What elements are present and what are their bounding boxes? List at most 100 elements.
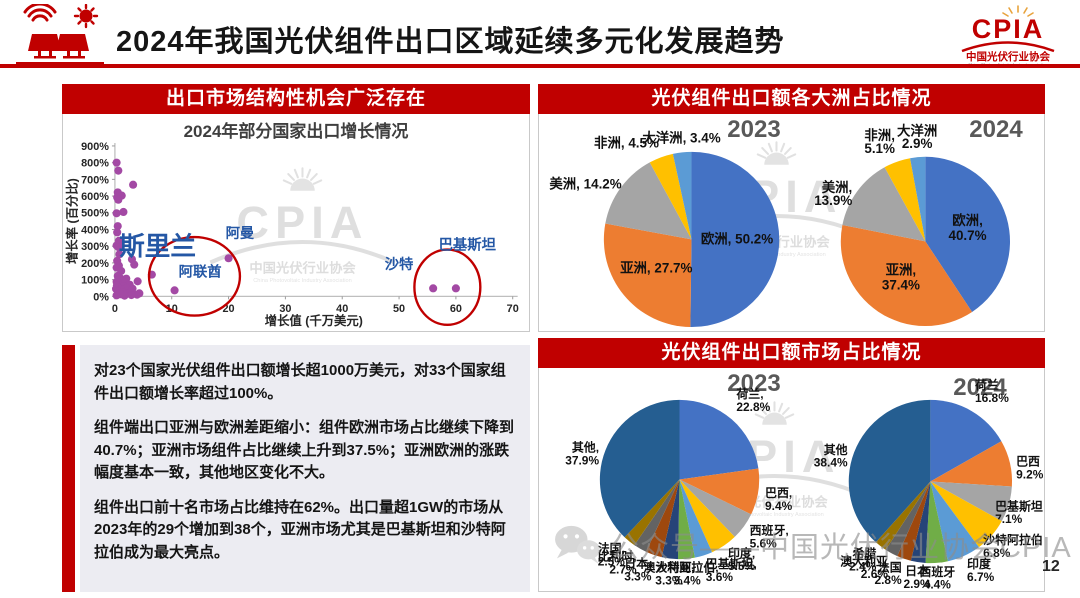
scatter-point xyxy=(113,228,122,237)
y-tick-label: 500% xyxy=(81,208,109,220)
market-pie-2023: 荷兰, 22.8% 巴西, 9.4% 西班牙, 5.6% 印度, 5.5% 巴基斯坦, 3.6% 沙… xyxy=(539,368,1046,591)
scatter-point xyxy=(114,166,123,175)
pie-slice-其他 xyxy=(599,399,680,538)
scatter-panel: 出口市场结构性机会广泛存在 CPIA 中国光伏行业协会 China Photovol… xyxy=(62,84,530,332)
pie-slice-西班牙 xyxy=(679,479,752,537)
header-divider xyxy=(0,64,1080,68)
country-label: 斯里兰 xyxy=(119,232,196,261)
pie-label-印度: 印度, 5.5% xyxy=(728,545,756,573)
pie-label-比利时: 比利时, 2.7% xyxy=(597,549,637,577)
y-tick-label: 100% xyxy=(81,275,109,287)
market-panel-header: 光伏组件出口额市场占比情况 xyxy=(538,338,1045,368)
market-panel: 光伏组件出口额市场占比情况 CPIA 中国光伏行业协会 China Photovol… xyxy=(538,338,1045,592)
scatter-point xyxy=(170,286,179,295)
pie-chart-svg: 荷兰, 22.8% 巴西, 9.4% 西班牙, 5.6%印度, 5.5%巴基斯坦, 3.6%沙… xyxy=(565,386,793,588)
scatter-point xyxy=(119,207,128,217)
continent-panel-header: 光伏组件出口额各大洲占比情况 xyxy=(538,84,1045,114)
pie-slice-荷兰 xyxy=(679,399,759,480)
pie-label-大洋洲: 大洋洲 2.9% xyxy=(897,122,937,151)
scatter-point xyxy=(120,291,129,300)
x-tick-label: 50 xyxy=(393,303,405,315)
scatter-point xyxy=(112,158,121,167)
pie-label-亚洲: 亚洲, 27.7% xyxy=(620,260,692,275)
pie-slice-法国 xyxy=(897,481,931,561)
scatter-point xyxy=(112,291,121,300)
cpia-logo: CPIA 中国光伏行业协会 China Photovoltaic Industr… xyxy=(952,4,1064,68)
country-label: 阿联酋 xyxy=(179,263,222,281)
pie-slice-日本 xyxy=(646,479,680,558)
pie-label-印度: 印度 6.7% xyxy=(967,556,995,584)
scatter-chart-title: 2024年部分国家出口增长情况 xyxy=(183,122,409,141)
pie-label-日本: 日本 2.9% xyxy=(903,563,931,591)
pie-label-澳大利亚: 澳大利亚 2.6% xyxy=(840,553,888,581)
x-tick-label: 60 xyxy=(450,303,462,315)
pie-label-澳大利亚: 澳大利亚, 3.3% xyxy=(643,559,694,587)
pie-slice-亚洲 xyxy=(840,225,973,327)
y-tick-label: 300% xyxy=(81,241,109,253)
scatter-point xyxy=(114,242,123,252)
pie-slice-其他 xyxy=(848,399,931,543)
y-tick-label: 600% xyxy=(81,191,109,203)
y-tick-label: 700% xyxy=(81,174,109,186)
country-label: 阿曼 xyxy=(226,225,255,242)
y-tick-label: 800% xyxy=(81,158,109,170)
pie-slice-日本 xyxy=(910,481,931,563)
country-label: 巴基斯坦 xyxy=(439,236,497,254)
scatter-point xyxy=(451,284,460,293)
highlight-ellipse xyxy=(147,235,242,317)
y-tick-label: 900% xyxy=(81,141,109,153)
pie-slice-欧洲 xyxy=(690,151,780,328)
pie-slice-比利时 xyxy=(634,479,680,552)
pie-label-沙特阿拉伯: 沙特阿拉伯, 3.4% xyxy=(656,560,719,588)
summary-paragraph: 组件端出口亚洲与欧洲差距缩小：组件欧洲市场占比继续下降到40.7%；亚洲市场组件… xyxy=(94,419,515,481)
cpia-logo-acronym: CPIA xyxy=(972,14,1045,44)
cpia-logo-cn: 中国光伏行业协会 xyxy=(966,50,1050,63)
pie-chart-svg: 欧洲, 50.2% 亚洲, 27.7% 美洲, 14.2% 非洲, 4.5%大洋洲, … xyxy=(549,129,780,328)
pie-label-西班牙: 西班牙 4.4% xyxy=(919,564,955,592)
pie-label-非洲: 非洲, 4.5% xyxy=(594,135,659,151)
pie-slice-沙特阿拉伯 xyxy=(930,481,1002,548)
pie-label-亚洲: 亚洲, 37.4% xyxy=(882,262,920,292)
pie-label-欧洲: 欧洲, 50.2% xyxy=(701,231,773,247)
pie-label-美洲: 美洲, 13.9% xyxy=(814,179,852,208)
pie-label-日本: 日本, 3.3% xyxy=(624,555,652,583)
market-pie-2024: 荷兰 16.8% 巴西 9.2% 巴基斯坦 7.1% 沙特阿拉伯 6.8% 印度 6.7% 西班牙 4… xyxy=(539,368,1046,592)
scatter-panel-body: CPIA 中国光伏行业协会 China Photovoltaic Industry … xyxy=(62,114,530,332)
pie-slice-亚洲 xyxy=(603,223,692,328)
pie-label-法国: 法国, 2.5% xyxy=(598,541,626,569)
pie-label-欧洲: 欧洲, 40.7% xyxy=(948,212,986,243)
continent-pie-2023: 欧洲, 50.2% 亚洲, 27.7% 美洲, 14.2% 非洲, 4.5% 大洋洲, … xyxy=(539,114,1046,331)
y-axis-title: 增长率 (百分比) xyxy=(64,178,79,264)
summary-paragraph: 组件出口前十名市场占比维持在62%。出口量超1GW的市场从2023年的29个增加… xyxy=(94,498,506,561)
pie-label-荷兰: 荷兰 16.8% xyxy=(974,377,1009,405)
pie-label-其他: 其他, 37.9% xyxy=(565,439,599,467)
x-tick-label: 0 xyxy=(112,303,118,315)
scatter-point xyxy=(130,260,139,269)
x-tick-label: 40 xyxy=(336,303,348,315)
pie-slice-澳大利亚 xyxy=(885,481,931,557)
summary-paragraph: 对23个国家光伏组件出口额增长超1000万美元，对33个国家组件出口额增长率超过… xyxy=(94,362,506,402)
pie-chart-svg: 荷兰 16.8% 巴西 9.2% 巴基斯坦 7.1% 沙特阿拉伯 6.8%印度 6.7% 西班牙 4… xyxy=(814,377,1044,592)
pie-slice-巴西 xyxy=(679,468,760,515)
continent-pie-2024: 欧洲, 40.7% 亚洲, 37.4% 美洲, 13.9% 非洲, 5.1% 大洋洲 2.9% xyxy=(539,114,1046,331)
market-year-2024: 2024 xyxy=(953,374,1007,401)
pie-label-大洋洲: 大洋洲, 3.4% xyxy=(642,129,720,145)
pie-label-其他: 其他 38.4% xyxy=(814,442,848,470)
pie-label-法国: 法国 2.8% xyxy=(874,559,902,587)
scatter-point xyxy=(112,209,121,218)
market-panel-body: CPIA 中国光伏行业协会 China Photovoltaic Industry … xyxy=(538,368,1045,592)
x-tick-label: 30 xyxy=(279,303,291,315)
page-title: 2024年我国光伏组件出口区域延续多元化发展趋势 xyxy=(116,26,785,58)
solar-panel-logo-icon xyxy=(12,4,108,66)
pie-label-巴西: 巴西, 9.4% xyxy=(765,486,793,513)
pie-label-巴西: 巴西 9.2% xyxy=(1016,454,1044,481)
scatter-point xyxy=(127,290,136,300)
pie-label-荷兰: 荷兰, 22.8% xyxy=(735,386,770,414)
highlight-ellipse xyxy=(413,248,482,326)
scatter-point xyxy=(115,250,124,259)
pie-label-巴基斯坦: 巴基斯坦 7.1% xyxy=(995,498,1043,526)
pie-slice-西班牙 xyxy=(925,481,948,564)
x-axis-title: 增长值 (千万美元) xyxy=(265,313,363,328)
scatter-point xyxy=(129,180,138,189)
